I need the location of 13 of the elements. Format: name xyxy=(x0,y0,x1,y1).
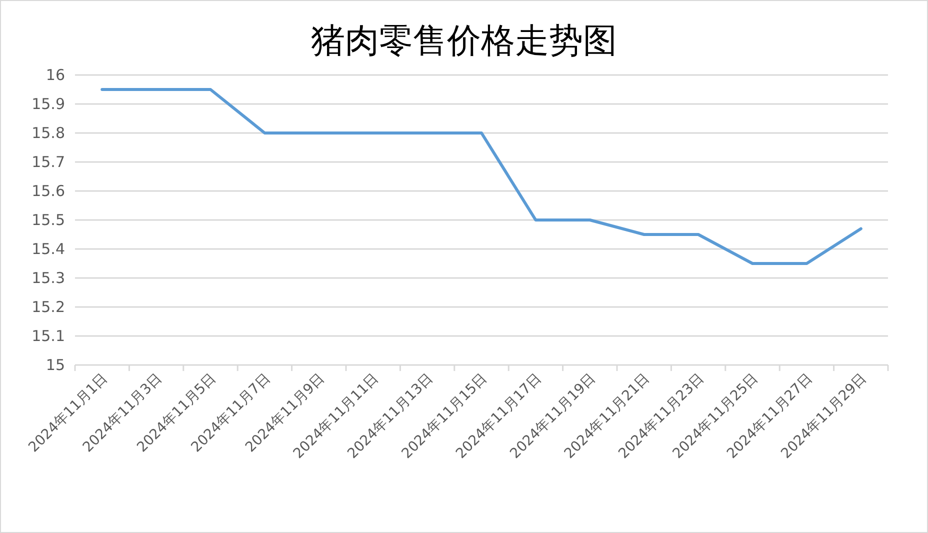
y-tick-label: 15.7 xyxy=(32,153,65,171)
y-tick-label: 15.6 xyxy=(32,182,65,200)
y-tick-label: 15.3 xyxy=(32,269,65,287)
y-tick-label: 15.8 xyxy=(32,124,65,142)
y-tick-label: 15.2 xyxy=(32,298,65,316)
y-tick-label: 15.9 xyxy=(32,95,65,113)
y-tick-label: 16 xyxy=(46,66,65,84)
chart-title: 猪肉零售价格走势图 xyxy=(311,21,617,61)
y-tick-label: 15 xyxy=(46,356,65,374)
y-tick-label: 15.4 xyxy=(32,240,65,258)
y-tick-label: 15.1 xyxy=(32,327,65,345)
y-tick-label: 15.5 xyxy=(32,211,65,229)
line-series xyxy=(100,88,862,265)
